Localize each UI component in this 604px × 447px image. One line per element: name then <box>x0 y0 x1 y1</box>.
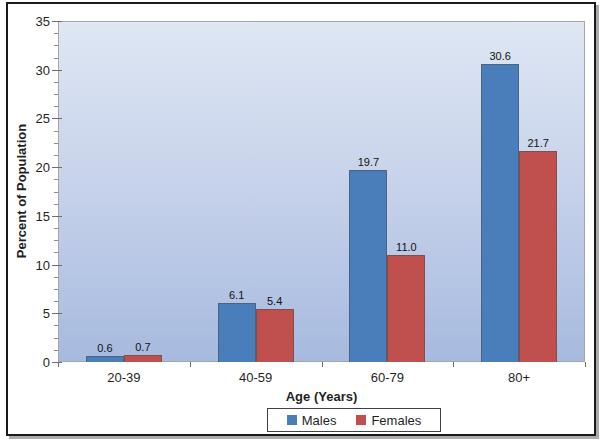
legend-item-males: Males <box>287 413 337 428</box>
legend-label: Females <box>371 413 421 428</box>
bar-males-80+ <box>481 64 519 362</box>
bar-group-60-79: 19.7 11.0 <box>322 21 454 362</box>
y-tick-label: 25 <box>8 111 50 126</box>
bar-group-20-39: 0.6 0.7 <box>58 21 190 362</box>
bar-group-40-59: 6.1 5.4 <box>190 21 322 362</box>
x-boundary-tick <box>190 362 191 367</box>
legend-item-females: Females <box>356 413 421 428</box>
bar-wrap: 6.1 <box>218 21 256 362</box>
y-tick-label: 15 <box>8 208 50 223</box>
bar-value-label: 6.1 <box>229 289 244 301</box>
x-boundary-tick <box>58 362 59 367</box>
category-label: 80+ <box>474 370 564 385</box>
y-tick-label: 5 <box>8 306 50 321</box>
bar-wrap: 11.0 <box>387 21 425 362</box>
y-tick-label: 20 <box>8 160 50 175</box>
chart-frame: Percent of Population Age (Years) 0 5 10 15… <box>6 2 596 436</box>
y-tick-label: 35 <box>8 14 50 29</box>
legend-swatch-males <box>287 415 297 425</box>
bar-females-20-39 <box>124 355 162 362</box>
y-tick-label: 30 <box>8 62 50 77</box>
bar-females-60-79 <box>387 255 425 362</box>
bar-females-40-59 <box>256 309 294 362</box>
bar-wrap: 0.6 <box>86 21 124 362</box>
bar-value-label: 0.7 <box>135 341 150 353</box>
y-major-tick <box>52 362 62 363</box>
bar-value-label: 30.6 <box>489 50 510 62</box>
x-boundary-tick <box>322 362 323 367</box>
category-label: 20-39 <box>79 370 169 385</box>
x-boundary-tick <box>453 362 454 367</box>
bar-males-40-59 <box>218 303 256 362</box>
bar-value-label: 21.7 <box>527 137 548 149</box>
category-label: 60-79 <box>342 370 432 385</box>
bar-females-80+ <box>519 151 557 362</box>
y-axis-title: Percent of Population <box>14 124 29 258</box>
bar-wrap: 5.4 <box>256 21 294 362</box>
bar-wrap: 0.7 <box>124 21 162 362</box>
legend-label: Males <box>302 413 337 428</box>
bar-wrap: 30.6 <box>481 21 519 362</box>
legend: Males Females <box>267 408 441 432</box>
bar-value-label: 0.6 <box>97 342 112 354</box>
y-tick-label: 0 <box>8 355 50 370</box>
bar-wrap: 19.7 <box>349 21 387 362</box>
bar-value-label: 19.7 <box>358 156 379 168</box>
category-label: 40-59 <box>211 370 301 385</box>
bar-wrap: 21.7 <box>519 21 557 362</box>
x-boundary-tick <box>585 362 586 367</box>
legend-swatch-females <box>356 415 366 425</box>
bar-group-80+: 30.6 21.7 <box>453 21 585 362</box>
bar-males-20-39 <box>86 356 124 362</box>
bar-value-label: 5.4 <box>267 295 282 307</box>
bar-males-60-79 <box>349 170 387 362</box>
x-axis-title: Age (Years) <box>58 389 585 404</box>
y-tick-label: 10 <box>8 257 50 272</box>
bar-value-label: 11.0 <box>396 241 417 253</box>
